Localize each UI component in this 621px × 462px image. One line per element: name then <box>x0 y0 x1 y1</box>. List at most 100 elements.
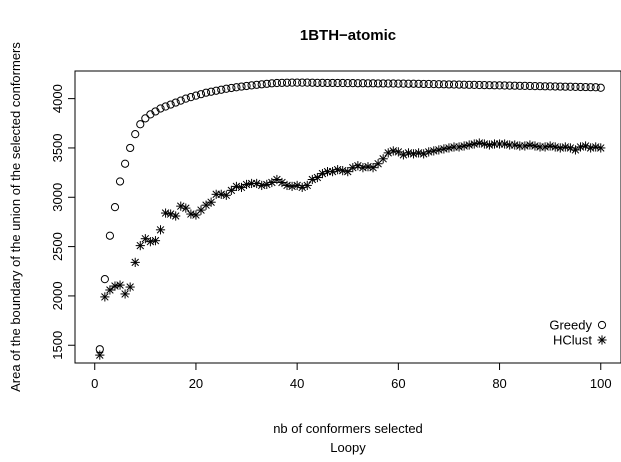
greedy-point <box>429 80 438 89</box>
greedy-point <box>475 80 484 90</box>
greedy-point <box>363 79 373 88</box>
x-axis-sublabel: Loopy <box>330 440 366 455</box>
greedy-point <box>110 203 120 212</box>
hclust-point <box>140 234 150 244</box>
greedy-point <box>404 79 413 88</box>
greedy-point <box>409 79 418 88</box>
hclust-point <box>570 145 581 155</box>
greedy-point <box>217 85 226 94</box>
greedy-point <box>126 143 135 153</box>
hclust-point <box>206 197 216 207</box>
x-tick-label: 20 <box>189 376 203 391</box>
greedy-point <box>449 80 459 89</box>
greedy-point <box>282 78 292 87</box>
hclust-point <box>444 143 454 153</box>
greedy-point <box>115 177 125 186</box>
greedy-point <box>171 98 180 107</box>
x-tick-label: 40 <box>290 376 304 391</box>
greedy-point <box>419 79 428 89</box>
hclust-point <box>171 211 181 221</box>
hclust-point <box>115 280 125 290</box>
greedy-point <box>571 82 580 91</box>
greedy-point <box>105 231 115 240</box>
hclust-point <box>130 257 140 267</box>
x-tick-label: 80 <box>492 376 506 391</box>
greedy-point <box>374 79 383 88</box>
greedy-point <box>500 81 509 90</box>
greedy-point <box>414 79 423 88</box>
greedy-point <box>510 81 519 90</box>
greedy-point <box>343 79 352 88</box>
greedy-point <box>176 96 185 105</box>
hclust-point <box>201 200 211 210</box>
greedy-point <box>566 82 575 91</box>
x-axis-label: nb of conformers selected <box>273 421 423 436</box>
greedy-point <box>556 82 565 91</box>
greedy-point <box>318 78 327 87</box>
hclust-point <box>343 167 353 177</box>
legend-label: HClust <box>553 333 592 348</box>
greedy-point <box>136 120 145 129</box>
hclust-point <box>125 282 135 292</box>
hclust-point <box>181 203 191 213</box>
greedy-point <box>161 102 170 111</box>
hclust-point <box>155 225 166 235</box>
greedy-point <box>262 79 271 88</box>
hclust-point <box>120 289 130 299</box>
hclust-point <box>186 209 196 219</box>
greedy-point <box>207 87 216 96</box>
chart-title: 1BTH−atomic <box>300 27 396 44</box>
greedy-point <box>323 78 332 88</box>
greedy-point <box>328 78 337 88</box>
y-tick-label: 3000 <box>50 183 65 212</box>
hclust-point <box>388 146 398 156</box>
y-tick-label: 2500 <box>50 232 65 261</box>
greedy-point <box>586 83 595 92</box>
x-tick-label: 0 <box>91 376 98 391</box>
x-axis: 0 20 40 60 80 100 <box>91 362 612 391</box>
hclust-point <box>302 180 312 191</box>
hclust-point <box>277 177 287 188</box>
greedy-point <box>439 80 448 89</box>
greedy-point <box>495 81 504 90</box>
x-tick-label: 60 <box>391 376 405 391</box>
greedy-point <box>485 81 494 90</box>
greedy-point <box>535 82 545 91</box>
greedy-point <box>368 79 378 88</box>
greedy-point <box>227 83 236 93</box>
greedy-point <box>257 80 266 89</box>
greedy-point <box>353 79 362 88</box>
greedy-point <box>267 79 276 88</box>
greedy-point <box>166 100 175 109</box>
hclust-point <box>257 180 267 191</box>
greedy-point <box>100 275 109 284</box>
greedy-point <box>591 83 600 92</box>
y-tick-label: 3500 <box>50 133 65 162</box>
y-tick-label: 4000 <box>50 84 65 113</box>
x-tick-label: 100 <box>590 376 612 391</box>
hclust-point <box>272 174 282 185</box>
greedy-legend-marker <box>597 320 607 330</box>
hclust-point <box>368 163 378 173</box>
greedy-point <box>540 82 550 91</box>
greedy-point <box>338 78 347 88</box>
greedy-point <box>313 78 322 87</box>
greedy-point <box>389 79 398 88</box>
greedy-point <box>480 81 489 90</box>
greedy-point <box>212 86 221 95</box>
greedy-point <box>277 78 287 87</box>
greedy-point <box>490 81 499 90</box>
greedy-point <box>530 81 540 91</box>
greedy-point <box>186 93 195 102</box>
hclust-point <box>150 236 161 246</box>
y-axis-label: Area of the boundary of the union of the… <box>8 42 23 392</box>
greedy-point <box>399 79 408 88</box>
greedy-point <box>379 79 388 88</box>
hclust-point <box>474 138 484 148</box>
hclust-point <box>575 142 586 152</box>
greedy-point <box>520 81 529 90</box>
greedy-point <box>242 81 251 91</box>
greedy-point <box>515 81 524 90</box>
